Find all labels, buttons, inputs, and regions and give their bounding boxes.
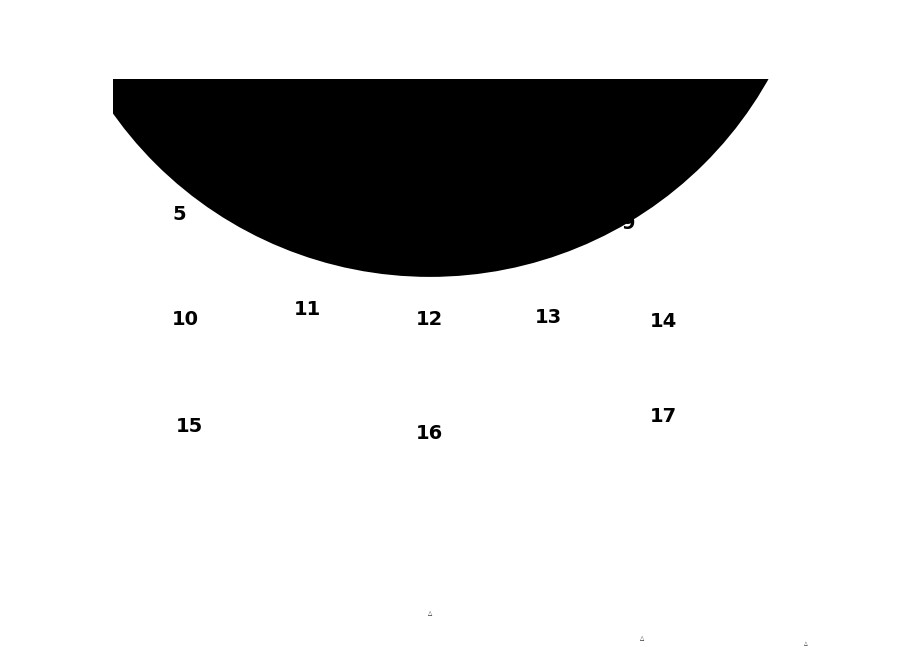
Text: 15: 15 [176, 417, 202, 436]
Bar [513, 0, 544, 18]
FancyBboxPatch shape [494, 350, 602, 444]
Text: 9: 9 [622, 214, 635, 233]
Text: △: △ [640, 635, 644, 640]
Text: 8: 8 [500, 208, 513, 226]
Text: 13: 13 [535, 308, 562, 327]
FancyBboxPatch shape [615, 449, 713, 529]
Circle shape [0, 0, 566, 658]
Text: 16: 16 [416, 424, 444, 443]
Bar [881, 0, 900, 661]
FancyBboxPatch shape [266, 346, 349, 434]
FancyBboxPatch shape [365, 466, 494, 532]
FancyBboxPatch shape [572, 256, 686, 299]
Bar [777, 0, 807, 18]
FancyBboxPatch shape [247, 254, 382, 312]
Text: TOYOTA: TOYOTA [160, 292, 197, 301]
Circle shape [42, 0, 817, 277]
Text: 17: 17 [650, 407, 677, 426]
Text: △: △ [428, 610, 432, 615]
FancyBboxPatch shape [611, 354, 716, 426]
Bar [215, 382, 704, 407]
Text: 5: 5 [172, 205, 185, 223]
Text: 14: 14 [650, 311, 677, 330]
FancyBboxPatch shape [133, 247, 224, 313]
FancyBboxPatch shape [142, 139, 257, 192]
Text: 7: 7 [423, 208, 436, 226]
Text: AUTO ALARM: AUTO ALARM [150, 301, 207, 310]
Text: 11: 11 [294, 300, 321, 319]
FancyBboxPatch shape [273, 148, 371, 224]
FancyBboxPatch shape [554, 133, 704, 184]
Text: 12: 12 [416, 311, 444, 329]
Text: 4: 4 [622, 91, 635, 109]
FancyBboxPatch shape [618, 453, 708, 525]
Bar [393, 382, 882, 407]
FancyBboxPatch shape [128, 353, 243, 386]
FancyBboxPatch shape [376, 353, 484, 386]
FancyBboxPatch shape [263, 342, 353, 437]
Bar [55, 104, 900, 661]
FancyBboxPatch shape [128, 460, 250, 498]
Text: △: △ [804, 641, 807, 646]
FancyBboxPatch shape [466, 250, 546, 326]
Text: 1: 1 [193, 97, 206, 116]
FancyBboxPatch shape [369, 469, 491, 529]
Text: ACCESSORY: ACCESSORY [180, 89, 235, 98]
Text: 2: 2 [315, 106, 328, 124]
Text: 10: 10 [172, 311, 199, 329]
FancyBboxPatch shape [402, 138, 535, 169]
FancyBboxPatch shape [407, 250, 453, 321]
Text: 3: 3 [462, 95, 475, 114]
Text: 6: 6 [308, 211, 321, 230]
